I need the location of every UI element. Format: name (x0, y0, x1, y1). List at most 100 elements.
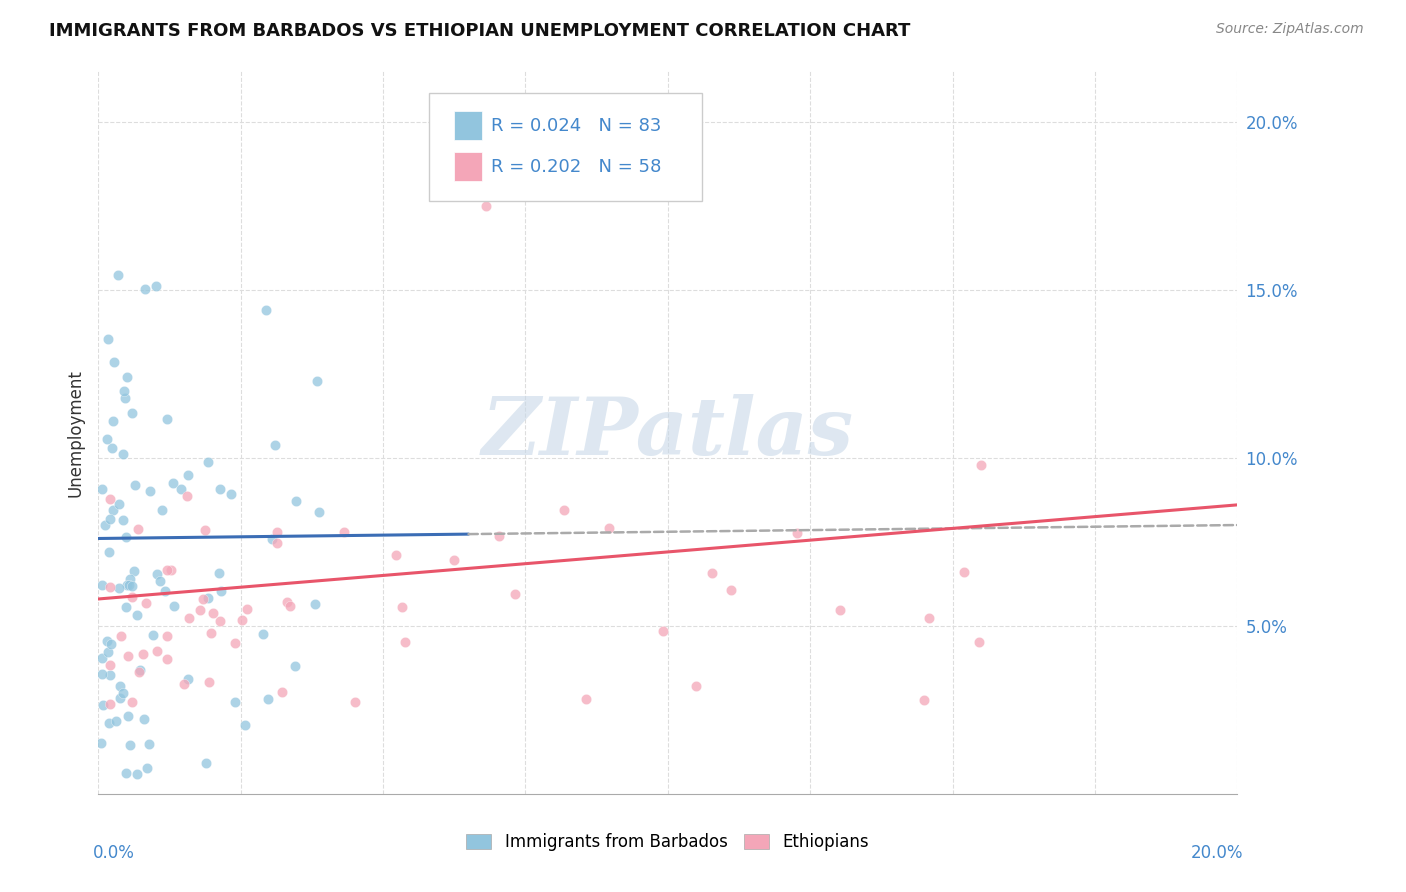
Text: 20.0%: 20.0% (1191, 845, 1243, 863)
Point (233, 718, 256, 732)
Point (145, 279, 167, 293)
Point (97, 332, 120, 346)
Point (97, 645, 120, 659)
Point (98, 657, 121, 672)
Point (231, 613, 253, 627)
Legend: Immigrants from Barbados, Ethiopians: Immigrants from Barbados, Ethiopians (460, 827, 876, 858)
Point (177, 673, 200, 687)
Point (115, 530, 138, 544)
FancyBboxPatch shape (429, 93, 702, 202)
Point (270, 685, 292, 699)
Text: 0.0%: 0.0% (93, 845, 135, 863)
Point (162, 476, 184, 491)
Point (344, 696, 367, 710)
Point (176, 489, 198, 503)
Point (118, 578, 141, 592)
Point (198, 674, 221, 689)
Point (304, 597, 326, 611)
Point (97, 715, 120, 730)
Point (139, 483, 162, 498)
Point (98, 511, 121, 525)
Point (117, 648, 139, 663)
Point (124, 478, 146, 492)
Point (146, 566, 169, 581)
Point (127, 607, 149, 622)
Point (96, 633, 118, 648)
Point (720, 583, 742, 598)
Text: Source: ZipAtlas.com: Source: ZipAtlas.com (1216, 22, 1364, 37)
Point (284, 659, 307, 673)
Point (114, 766, 136, 780)
Point (110, 629, 132, 643)
Point (108, 497, 131, 511)
Point (115, 577, 138, 591)
Point (159, 563, 181, 577)
Point (98, 697, 121, 711)
Point (830, 603, 852, 617)
Point (96, 432, 118, 446)
Point (235, 602, 257, 616)
Point (266, 525, 288, 540)
Point (115, 600, 138, 615)
Point (112, 384, 135, 399)
Point (129, 663, 152, 677)
Bar (454, 153, 482, 181)
Point (108, 581, 131, 595)
Point (91, 651, 114, 665)
Point (170, 482, 193, 496)
Text: R = 0.024   N = 83: R = 0.024 N = 83 (491, 117, 662, 135)
Point (786, 526, 808, 541)
Point (505, 587, 527, 601)
Point (918, 611, 941, 625)
Point (308, 505, 330, 519)
Point (257, 692, 280, 706)
Point (118, 738, 141, 752)
Point (197, 591, 219, 606)
Point (209, 482, 232, 496)
Point (101, 503, 124, 517)
Point (127, 767, 149, 781)
Point (195, 756, 218, 770)
Point (135, 597, 157, 611)
Point (443, 553, 465, 567)
Point (121, 695, 143, 709)
Point (150, 503, 173, 517)
Point (252, 627, 274, 641)
Point (138, 738, 160, 752)
Point (156, 629, 179, 643)
Point (134, 712, 156, 726)
Point (111, 686, 134, 700)
Point (146, 644, 169, 658)
Y-axis label: Unemployment: Unemployment (66, 368, 84, 497)
Point (912, 693, 935, 707)
Point (90, 482, 112, 496)
Point (263, 438, 285, 452)
Point (394, 634, 416, 648)
Point (194, 523, 217, 537)
Point (103, 355, 125, 369)
Point (208, 614, 231, 628)
Point (179, 611, 201, 625)
Text: ZIPatlas: ZIPatlas (482, 394, 853, 471)
Point (188, 602, 211, 616)
Point (685, 679, 707, 693)
Point (266, 536, 288, 550)
Point (98, 544, 121, 558)
Bar (454, 112, 482, 140)
Point (953, 565, 976, 579)
Point (108, 691, 131, 706)
Point (262, 532, 284, 546)
Point (967, 634, 990, 648)
Point (100, 637, 122, 651)
Point (276, 595, 298, 609)
Point (224, 694, 246, 708)
Point (98, 492, 121, 507)
Point (197, 455, 219, 469)
Point (202, 607, 225, 621)
Point (127, 521, 149, 535)
Point (122, 564, 145, 578)
Point (333, 524, 356, 539)
Point (384, 548, 406, 562)
Point (200, 626, 222, 640)
Point (112, 447, 135, 461)
